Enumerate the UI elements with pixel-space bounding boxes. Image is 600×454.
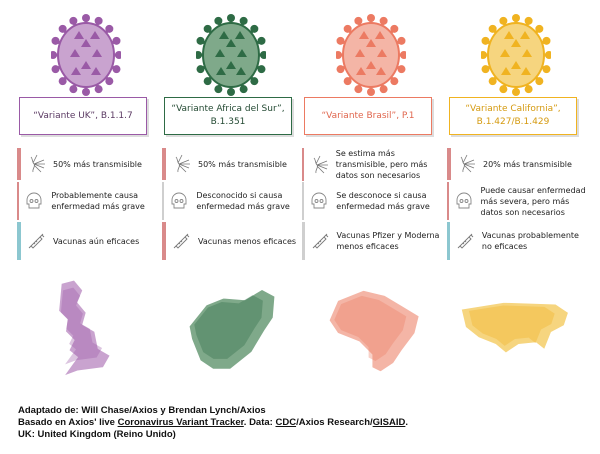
variant-title-text: “Variante Brasil”, P.1 [321,110,415,121]
rating-bar-red [447,148,451,180]
skull-icon [168,190,190,212]
footer-credits: Adaptado de: Will Chase/Axios y Brendan … [18,405,408,441]
fact-text: Probablemente causa enfermedad más grave [51,191,145,211]
virus-icon [479,14,553,96]
spread-icon [455,153,477,175]
variant-title-text: “Variante UK”, B.1.1.7 [33,110,133,121]
rating-bar-blue [447,222,450,260]
rating-bar-red [447,182,449,220]
footer-line-3: UK: United Kingdom (Reino Unido) [18,429,176,440]
fact-item: 50% más transmisible [17,148,157,180]
fact-text: Puede causar enfermedad más severa, pero… [480,185,586,217]
spread-icon [170,153,192,175]
variant-title-text: “Variante Africa del Sur”, B.1.351 [171,104,285,127]
fact-item: Probablemente causa enfermedad más grave [17,182,157,220]
virus-icon [49,14,123,96]
fact-text: Desconocido si causa enfermedad más grav… [196,191,290,211]
spread-icon [308,154,330,176]
fact-text: Se desconoce si causa enfermedad más gra… [336,191,430,211]
virus-icon [334,14,408,96]
syringe-icon [25,230,47,252]
brazil-map [312,266,432,391]
gisaid-link[interactable]: GISAID [372,417,406,428]
uk-map [27,266,147,391]
footer-line-2: Basado en Axios' live Coronavirus Varian… [18,417,408,429]
syringe-icon [454,230,476,252]
footer-text: . Data: [243,417,276,428]
fact-text: Vacunas aún eficaces [53,236,140,246]
fact-item: 20% más transmisible [447,148,587,180]
rating-bar-red [302,148,304,181]
footer-text: Basado en Axios' live [18,417,118,428]
fact-text: Vacunas Pfizer y Moderna menos eficaces [336,231,440,251]
virus-icon [194,14,268,96]
fact-text: Vacunas menos eficaces [198,236,297,246]
fact-item: Se desconoce si causa enfermedad más gra… [302,182,442,220]
usa-map [457,266,577,391]
skull-icon [23,190,45,212]
variant-title: “Variante Africa del Sur”, B.1.351 [164,97,292,135]
rating-bar-red [162,148,166,180]
cdc-link[interactable]: CDC [275,417,297,428]
footer-text: . [405,417,409,428]
fact-text: 50% más transmisible [198,159,287,169]
variant-title: “Variante Brasil”, P.1 [304,97,432,135]
fact-item: Vacunas aún eficaces [17,222,157,260]
fact-item: Vacunas probablemente no eficaces [447,222,587,260]
fact-item: Vacunas Pfizer y Moderna menos eficaces [302,222,442,260]
fact-item: Desconocido si causa enfermedad más grav… [162,182,302,220]
fact-item: 50% más transmisible [162,148,302,180]
syringe-icon [170,230,192,252]
footer-text: /Axios Research/ [296,417,373,428]
fact-item: Vacunas menos eficaces [162,222,302,260]
syringe-icon [309,230,331,252]
rating-bar-gray [302,182,305,220]
fact-text: Se estima más transmisible, pero más dat… [335,149,428,180]
south-africa-map [172,266,292,391]
tracker-link[interactable]: Coronavirus Variant Tracker [117,417,244,428]
rating-bar-red [17,148,21,180]
fact-item: Se estima más transmisible, pero más dat… [302,148,442,181]
spread-icon [25,153,47,175]
rating-bar-red [17,182,20,220]
rating-bar-blue [17,222,21,260]
skull-icon [308,190,330,212]
rating-bar-gray [302,222,305,260]
fact-text: 20% más transmisible [483,159,572,169]
rating-bar-red [162,222,166,260]
skull-icon [453,190,475,212]
variant-title: “Variante California”, B.1.427/B.1.429 [449,97,577,135]
variant-title-text: “Variante California”, B.1.427/B.1.429 [465,104,561,127]
variant-title: “Variante UK”, B.1.1.7 [19,97,147,135]
fact-text: Vacunas probablemente no eficaces [481,231,579,251]
rating-bar-gray [162,182,165,220]
fact-item: Puede causar enfermedad más severa, pero… [447,182,587,220]
fact-text: 50% más transmisible [53,159,142,169]
footer-line-1: Adaptado de: Will Chase/Axios y Brendan … [18,405,266,416]
